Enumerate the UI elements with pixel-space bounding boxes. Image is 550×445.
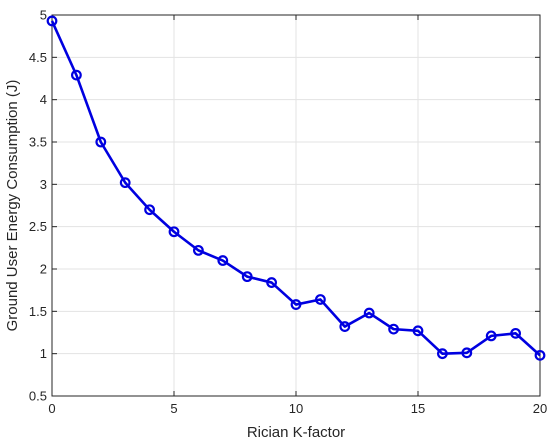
axis-ticks: 0 5 10 15 20 0.5 1 1.5 2 2.5 3 3.5 4 4.5 5	[29, 8, 547, 417]
y-tick-label: 4.5	[29, 50, 47, 65]
data-point-marker	[363, 307, 375, 319]
data-point-marker	[461, 347, 473, 359]
data-point-marker	[437, 348, 448, 360]
data-point-marker	[388, 323, 400, 335]
data-point-marker	[315, 294, 326, 305]
y-tick-label: 2.5	[29, 219, 47, 234]
x-tick-label: 20	[533, 401, 547, 416]
data-point-marker	[168, 226, 180, 238]
y-tick-label: 1	[40, 346, 47, 361]
series-group	[46, 15, 546, 361]
data-point-marker	[510, 327, 521, 339]
data-point-marker	[290, 299, 302, 310]
data-point-marker	[144, 204, 156, 216]
data-point-marker	[412, 325, 424, 337]
data-point-marker	[485, 330, 497, 342]
y-tick-label: 0.5	[29, 389, 47, 404]
x-tick-label: 15	[411, 401, 425, 416]
grid	[51, 14, 541, 397]
y-tick-label: 4	[40, 92, 47, 107]
y-tick-label: 3.5	[29, 135, 47, 150]
data-point-marker	[46, 15, 58, 27]
data-point-marker	[217, 255, 229, 266]
data-point-marker	[95, 136, 107, 148]
y-tick-label: 5	[40, 8, 47, 23]
y-tick-label: 1.5	[29, 304, 47, 319]
data-point-marker	[119, 177, 131, 189]
y-tick-label: 3	[40, 177, 47, 192]
data-point-marker	[70, 69, 82, 81]
x-tick-label: 5	[170, 401, 177, 416]
series-line	[50, 20, 541, 357]
data-point-marker	[192, 244, 204, 256]
data-point-marker	[339, 321, 351, 332]
y-tick-label: 2	[40, 262, 47, 277]
x-tick-label: 0	[48, 401, 55, 416]
data-point-marker	[266, 277, 278, 288]
y-axis-label: Ground User Energy Consumption (J)	[4, 80, 21, 332]
data-point-marker	[534, 349, 546, 361]
x-axis-label: Rician K-factor	[247, 424, 345, 441]
data-point-marker	[241, 271, 253, 283]
x-tick-label: 10	[289, 401, 303, 416]
